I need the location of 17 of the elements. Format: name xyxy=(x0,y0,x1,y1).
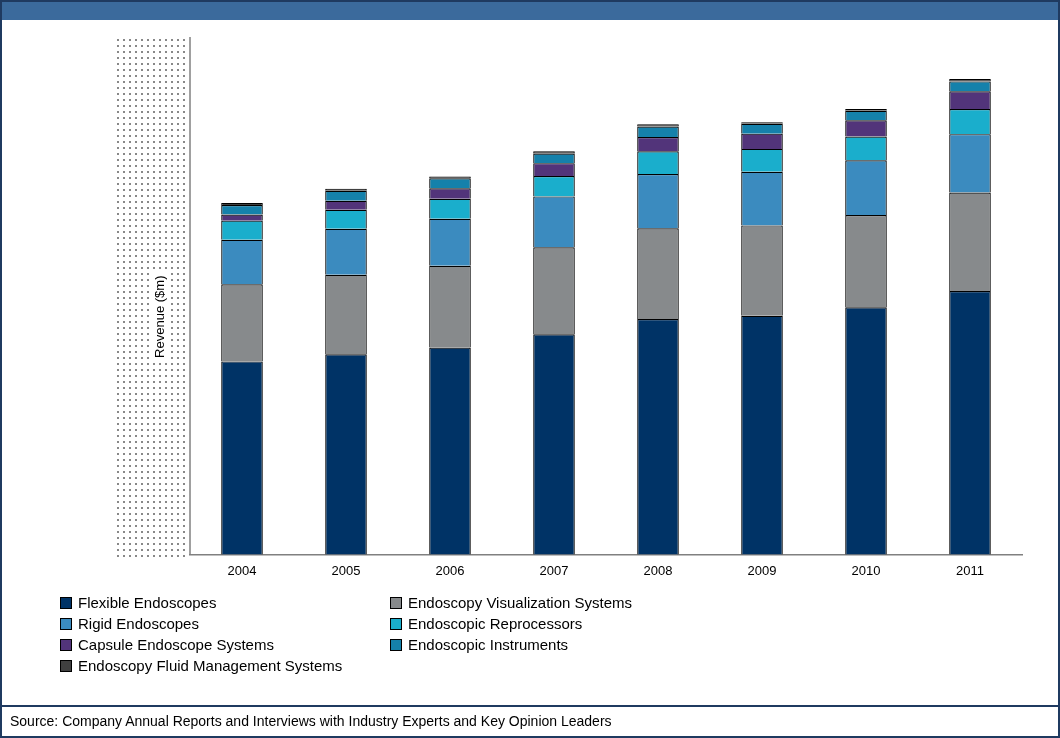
x-tick-label: 2006 xyxy=(435,562,465,578)
x-tick-label: 2009 xyxy=(747,562,777,578)
y-axis-title: Revenue ($m) xyxy=(151,275,167,358)
legend-label: Flexible Endoscopes xyxy=(78,594,217,611)
x-tick-label: 2007 xyxy=(539,562,569,578)
legend-label: Endoscopic Reprocessors xyxy=(408,615,583,632)
legend-label: Endoscopic Instruments xyxy=(408,636,569,653)
legend-label: Capsule Endoscope Systems xyxy=(78,636,274,653)
x-tick-label: 2008 xyxy=(643,562,673,578)
legend-label: Endoscopy Visualization Systems xyxy=(408,594,633,611)
source-note: Source: Company Annual Reports and Interviews with Industry Experts and Key Opinion Leaders xyxy=(10,713,613,729)
x-tick-label: 2005 xyxy=(331,562,361,578)
x-tick-label: 2004 xyxy=(227,562,257,578)
x-tick-label: 2010 xyxy=(851,562,881,578)
legend-label: Endoscopy Fluid Management Systems xyxy=(78,657,343,674)
legend-label: Rigid Endoscopes xyxy=(78,615,199,632)
x-tick-label: 2011 xyxy=(956,562,984,578)
